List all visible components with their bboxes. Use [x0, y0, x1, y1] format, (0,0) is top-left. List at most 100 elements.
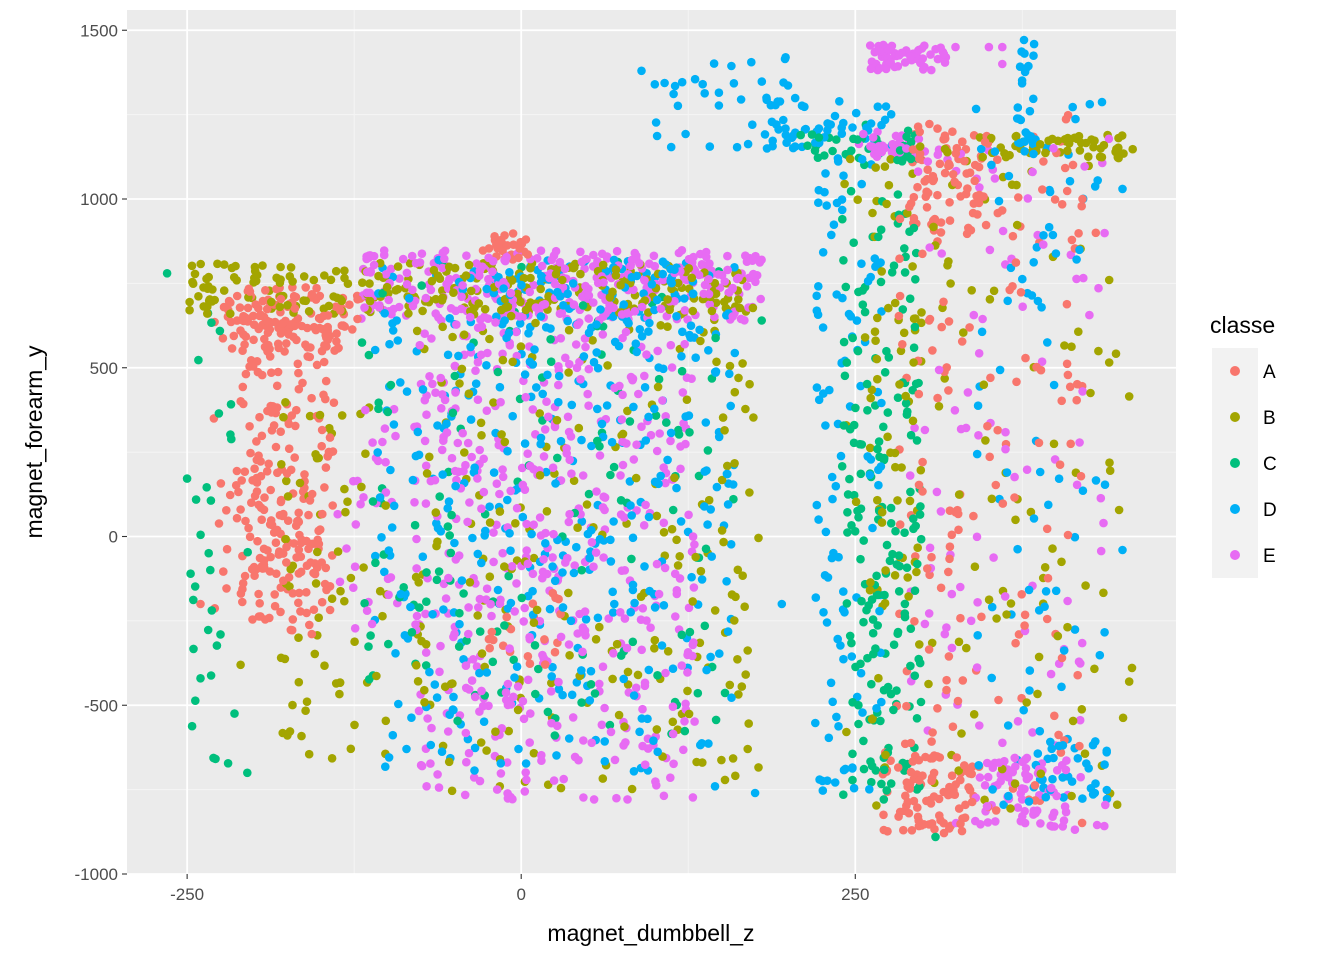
data-point-a — [1014, 193, 1023, 202]
data-point-b — [258, 261, 267, 270]
data-point-a — [1032, 362, 1041, 372]
data-point-a — [288, 589, 298, 598]
data-point-c — [886, 689, 896, 699]
data-point-c — [838, 214, 847, 224]
data-point-b — [299, 272, 309, 281]
data-point-d — [596, 305, 605, 314]
data-point-b — [725, 680, 735, 690]
data-point-e — [525, 287, 535, 297]
data-point-b — [986, 133, 996, 143]
data-point-b — [895, 380, 904, 389]
data-point-b — [1114, 505, 1124, 515]
data-point-a — [235, 303, 245, 312]
data-point-e — [578, 647, 587, 657]
data-point-d — [832, 198, 842, 208]
data-point-e — [640, 760, 650, 769]
data-point-e — [460, 790, 470, 800]
data-point-b — [730, 387, 740, 397]
data-point-b — [873, 495, 882, 505]
data-point-a — [276, 495, 286, 505]
data-point-d — [1023, 130, 1033, 140]
data-point-e — [430, 475, 440, 485]
data-point-b — [652, 725, 662, 734]
data-point-a — [232, 466, 242, 476]
data-point-d — [413, 427, 423, 437]
data-point-a — [296, 607, 305, 616]
data-point-c — [859, 736, 868, 746]
data-point-e — [548, 553, 557, 562]
data-point-b — [529, 618, 539, 627]
data-point-c — [371, 558, 380, 568]
data-point-d — [790, 93, 800, 103]
data-point-a — [282, 469, 292, 478]
data-point-a — [241, 369, 251, 379]
data-point-b — [310, 649, 320, 659]
data-point-b — [1048, 544, 1057, 553]
data-point-e — [412, 611, 422, 621]
data-point-a — [935, 753, 945, 762]
data-point-b — [569, 476, 579, 486]
data-point-e — [537, 750, 546, 760]
data-point-a — [939, 297, 948, 307]
data-point-a — [936, 228, 946, 237]
data-point-e — [658, 396, 667, 405]
data-point-c — [886, 519, 896, 528]
data-point-b — [324, 301, 334, 311]
data-point-d — [577, 517, 587, 526]
data-point-a — [913, 803, 922, 812]
data-point-e — [640, 276, 649, 285]
data-point-b — [286, 564, 296, 574]
data-point-b — [411, 572, 421, 582]
data-point-e — [679, 745, 688, 755]
data-point-d — [840, 608, 849, 617]
data-point-a — [306, 558, 315, 567]
data-point-b — [618, 429, 628, 439]
data-point-e — [498, 472, 508, 482]
data-point-d — [712, 482, 722, 492]
data-point-a — [1062, 186, 1072, 196]
data-point-e — [402, 280, 412, 289]
data-point-b — [516, 342, 526, 351]
data-point-c — [886, 503, 896, 513]
data-point-b — [872, 354, 882, 364]
data-point-c — [857, 596, 866, 606]
data-point-e — [579, 736, 588, 745]
data-point-c — [194, 355, 203, 365]
data-point-e — [426, 285, 436, 295]
data-point-b — [684, 709, 694, 719]
data-point-a — [219, 302, 229, 312]
data-point-c — [196, 674, 205, 683]
y-tick-label: 1500 — [80, 21, 118, 40]
data-point-d — [680, 294, 689, 303]
data-point-a — [1060, 163, 1070, 173]
data-point-c — [453, 716, 462, 726]
data-point-a — [498, 641, 508, 650]
data-point-e — [639, 521, 649, 530]
data-point-b — [631, 473, 641, 483]
data-point-e — [505, 644, 514, 653]
data-point-b — [873, 374, 882, 384]
data-point-d — [669, 89, 678, 99]
data-point-b — [526, 263, 535, 273]
data-point-e — [690, 717, 699, 726]
data-point-e — [498, 465, 507, 474]
data-point-a — [879, 825, 889, 835]
data-point-e — [610, 755, 620, 765]
data-point-d — [454, 351, 463, 361]
data-point-c — [909, 223, 919, 233]
data-point-c — [609, 462, 619, 472]
data-point-b — [535, 471, 545, 480]
data-point-a — [250, 571, 259, 580]
data-point-a — [265, 325, 275, 334]
data-point-a — [254, 324, 263, 334]
data-point-b — [1034, 652, 1044, 662]
data-point-c — [877, 779, 886, 789]
data-point-d — [838, 293, 847, 303]
data-point-c — [553, 453, 562, 463]
data-point-b — [890, 571, 900, 580]
data-point-d — [1065, 176, 1075, 186]
data-point-c — [203, 625, 213, 635]
data-point-e — [1047, 783, 1056, 793]
data-point-e — [598, 662, 608, 671]
data-point-c — [860, 307, 870, 317]
